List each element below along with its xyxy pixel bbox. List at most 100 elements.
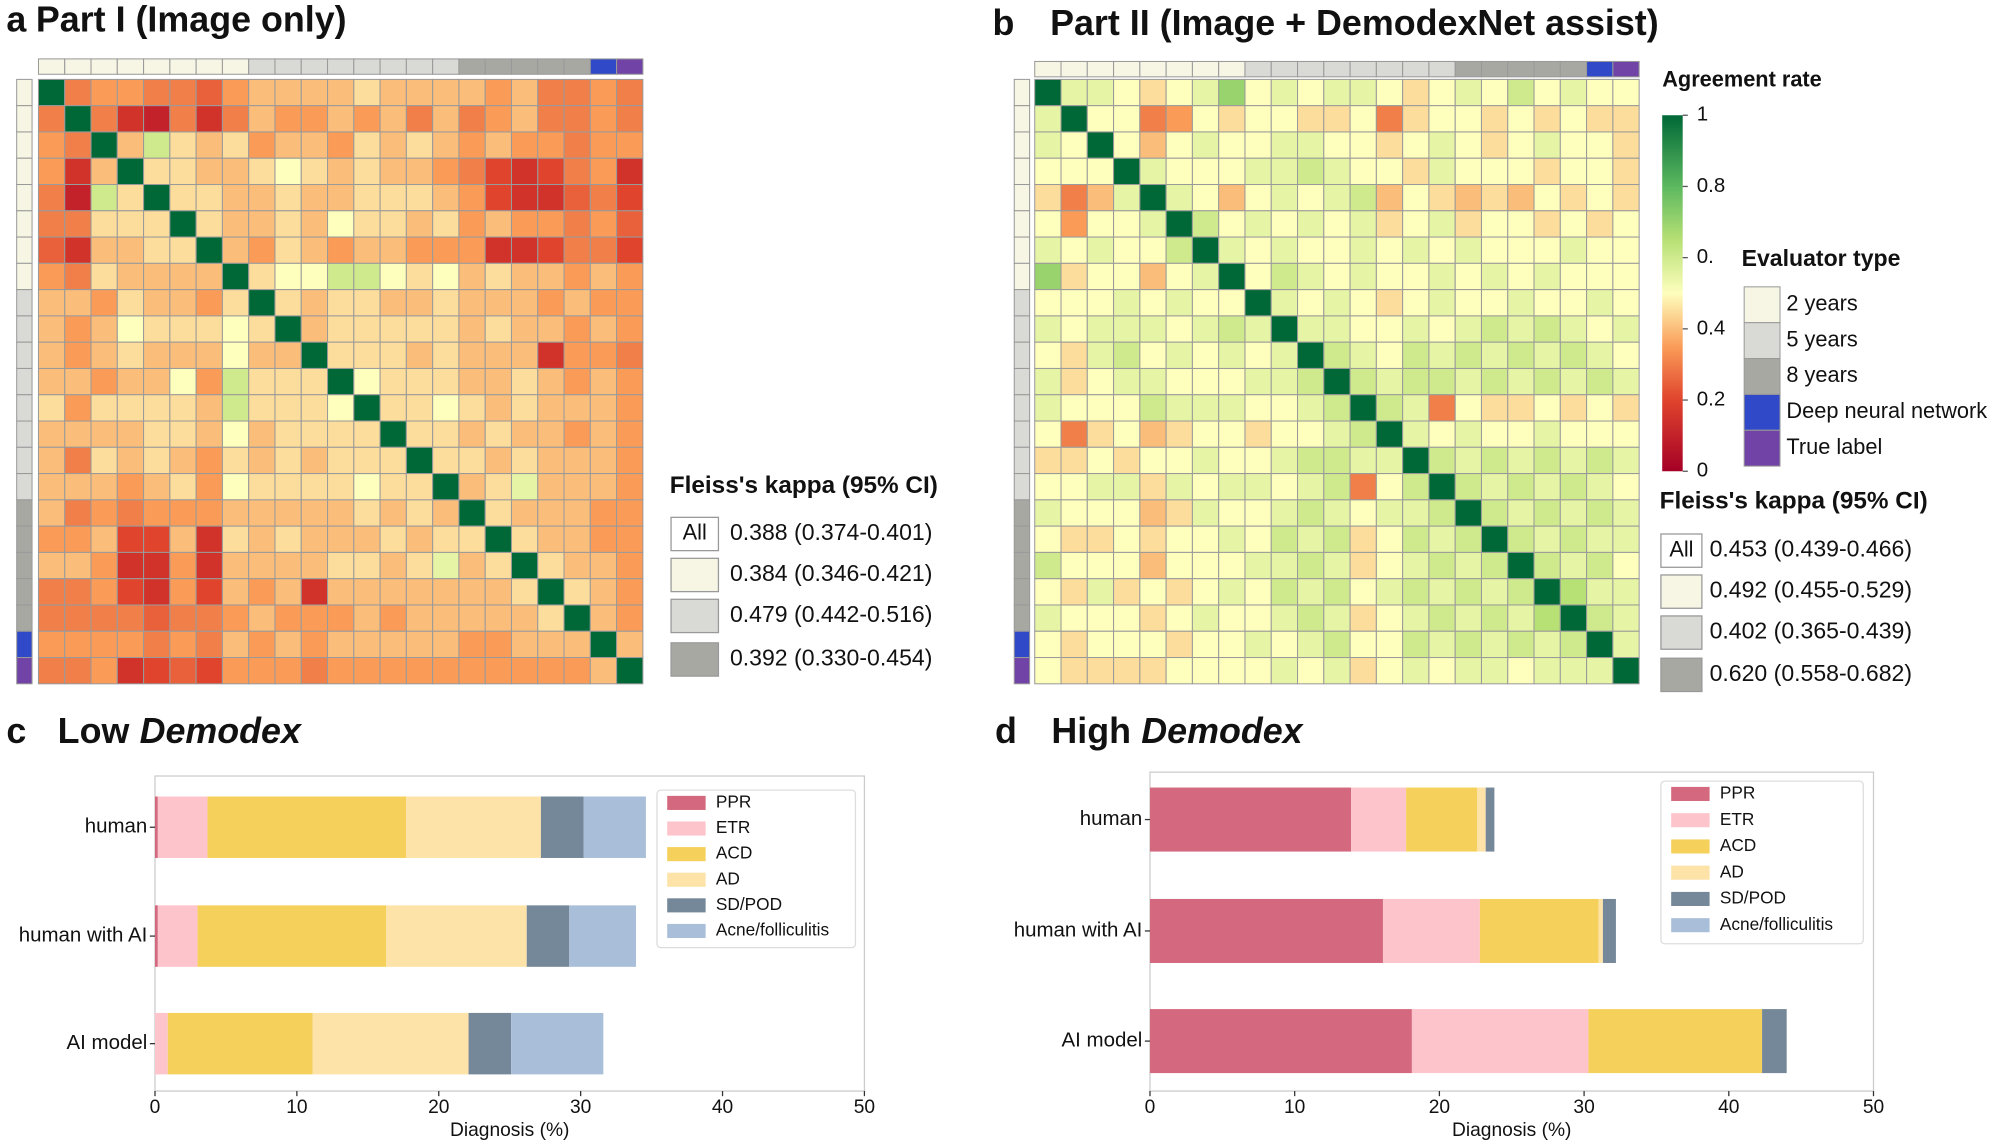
heatmap-cell bbox=[458, 236, 486, 264]
heatmap-cell bbox=[589, 630, 618, 659]
heatmap-cell bbox=[116, 630, 145, 659]
heatmap-cell bbox=[1113, 315, 1141, 343]
bar-segment bbox=[197, 905, 387, 967]
heatmap-cell bbox=[405, 131, 434, 159]
heatmap-cell bbox=[300, 551, 329, 580]
heatmap-cell bbox=[1323, 183, 1351, 212]
heatmap-cell bbox=[1375, 78, 1404, 107]
heatmap-cell bbox=[1297, 367, 1325, 396]
bar-segment bbox=[1351, 787, 1407, 852]
heatmap-cell bbox=[64, 657, 92, 685]
heatmap-cell bbox=[1218, 183, 1246, 212]
heatmap-cell bbox=[1323, 630, 1351, 659]
column-annotation bbox=[616, 58, 644, 75]
heatmap-cell bbox=[116, 315, 145, 343]
heatmap-cell bbox=[616, 394, 644, 422]
column-annotation bbox=[143, 58, 171, 75]
colorbar-tick-label: 0.4 bbox=[1697, 316, 1725, 339]
heatmap-cell bbox=[537, 420, 565, 448]
heatmap-cell bbox=[1270, 394, 1299, 422]
heatmap-cell bbox=[1375, 499, 1404, 527]
heatmap-cell bbox=[221, 236, 250, 264]
heatmap-cell bbox=[1060, 630, 1088, 659]
heatmap-cell bbox=[563, 578, 591, 606]
heatmap-cell bbox=[1034, 657, 1062, 685]
heatmap-cell bbox=[1113, 473, 1141, 501]
row-annotation bbox=[16, 315, 33, 343]
heatmap-cell bbox=[116, 78, 145, 107]
heatmap-cell bbox=[353, 394, 381, 422]
row-annotation bbox=[16, 78, 33, 107]
heatmap-cell bbox=[143, 236, 171, 264]
heatmap-cell bbox=[1086, 315, 1115, 343]
bar-segment bbox=[154, 905, 158, 967]
heatmap-cell bbox=[1428, 157, 1456, 186]
row-annotation bbox=[1013, 157, 1031, 186]
column-annotation bbox=[169, 58, 197, 75]
heatmap-cell bbox=[510, 630, 539, 659]
heatmap-cell bbox=[90, 236, 118, 264]
heatmap-cell bbox=[1244, 473, 1272, 501]
kappa-swatch bbox=[1660, 574, 1703, 609]
heatmap-cell bbox=[1244, 367, 1272, 396]
heatmap-cell bbox=[1244, 630, 1272, 659]
heatmap-cell bbox=[1507, 446, 1535, 475]
heatmap-cell bbox=[537, 289, 565, 317]
heatmap-cell bbox=[64, 551, 92, 580]
column-annotation bbox=[1165, 60, 1193, 78]
heatmap-cell bbox=[1375, 105, 1404, 133]
heatmap-cell bbox=[1507, 105, 1535, 133]
row-annotation bbox=[1013, 473, 1031, 501]
heatmap-cell bbox=[458, 630, 486, 659]
heatmap-cell bbox=[1139, 578, 1167, 606]
heatmap-cell bbox=[1270, 367, 1299, 396]
heatmap-cell bbox=[616, 367, 644, 396]
heatmap-cell bbox=[1165, 446, 1193, 475]
heatmap-cell bbox=[221, 446, 250, 475]
heatmap-cell bbox=[432, 394, 460, 422]
heatmap-cell bbox=[1507, 210, 1535, 238]
heatmap-cell bbox=[221, 473, 250, 501]
heatmap-cell bbox=[1402, 262, 1430, 291]
heatmap-cell bbox=[432, 551, 460, 580]
heatmap-cell bbox=[1586, 551, 1614, 580]
heatmap-cell bbox=[537, 525, 565, 553]
heatmap-cell bbox=[195, 630, 223, 659]
x-tick-label: 10 bbox=[286, 1097, 307, 1118]
heatmap-cell bbox=[248, 499, 276, 527]
heatmap-cell bbox=[1586, 289, 1614, 317]
heatmap-cell bbox=[300, 578, 329, 606]
bar-segment bbox=[511, 1012, 604, 1075]
heatmap-cell bbox=[1612, 289, 1640, 317]
heatmap-cell bbox=[1402, 551, 1430, 580]
heatmap-cell bbox=[1375, 551, 1404, 580]
heatmap-cell bbox=[1402, 630, 1430, 659]
heatmap-cell bbox=[195, 473, 223, 501]
heatmap-cell bbox=[1428, 657, 1456, 685]
heatmap-cell bbox=[1323, 446, 1351, 475]
heatmap-cell bbox=[1349, 446, 1377, 475]
heatmap-cell bbox=[1218, 236, 1246, 264]
heatmap-cell bbox=[616, 183, 644, 212]
heatmap-cell bbox=[537, 341, 565, 369]
heatmap-cell bbox=[616, 289, 644, 317]
heatmap-cell bbox=[458, 183, 486, 212]
heatmap-cell bbox=[1586, 105, 1614, 133]
heatmap-cell bbox=[432, 525, 460, 553]
heatmap-cell bbox=[484, 473, 512, 501]
heatmap-cell bbox=[248, 315, 276, 343]
heatmap-cell bbox=[116, 473, 145, 501]
heatmap-cell bbox=[1612, 446, 1640, 475]
heatmap-cell bbox=[432, 630, 460, 659]
heatmap-cell bbox=[300, 394, 329, 422]
heatmap-cell bbox=[1428, 262, 1456, 291]
heatmap-cell bbox=[248, 105, 276, 133]
heatmap-cell bbox=[1060, 499, 1088, 527]
bar-segment bbox=[540, 796, 584, 858]
heatmap-cell bbox=[1507, 131, 1535, 159]
heatmap-cell bbox=[1402, 578, 1430, 606]
heatmap-cell bbox=[484, 525, 512, 553]
heatmap-cell bbox=[1191, 367, 1220, 396]
bar-segment bbox=[167, 1012, 313, 1075]
heatmap-cell bbox=[1480, 446, 1509, 475]
